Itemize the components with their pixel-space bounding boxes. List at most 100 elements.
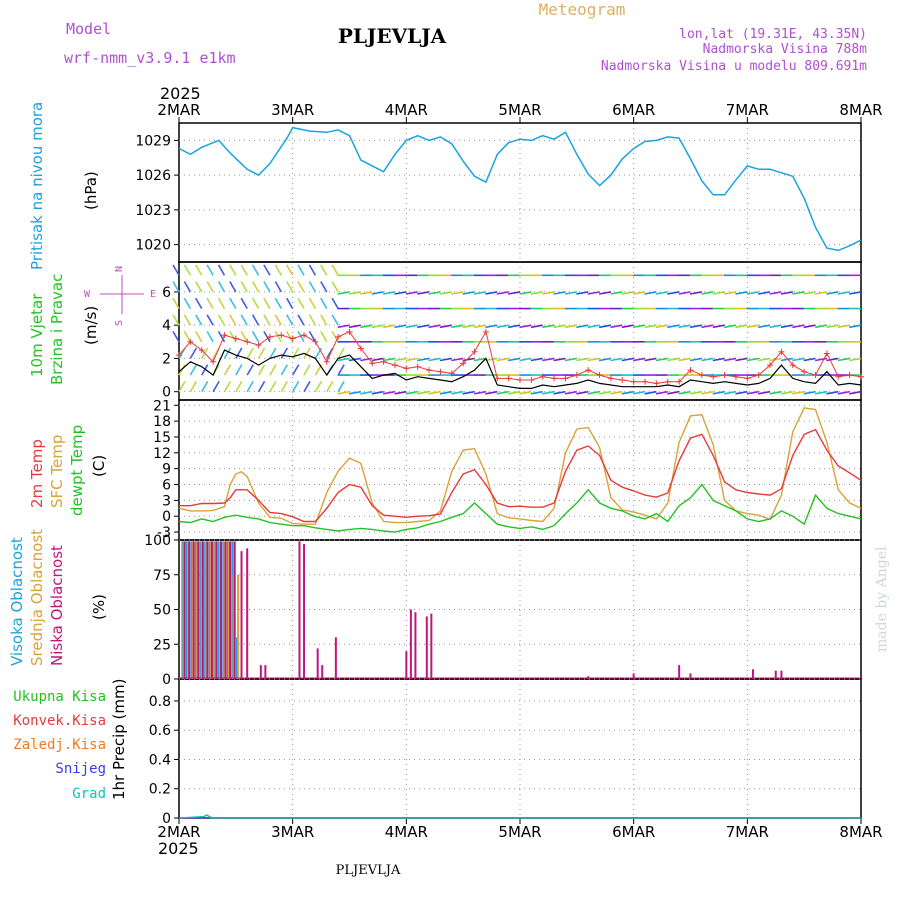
wind-barb bbox=[837, 390, 850, 395]
meteogram-title: Meteogram bbox=[539, 0, 626, 19]
wind-barb bbox=[462, 390, 475, 395]
wind-barb bbox=[337, 291, 350, 295]
wind-barb bbox=[803, 390, 816, 395]
wind-barb bbox=[849, 324, 862, 329]
gust-marker bbox=[767, 362, 774, 369]
gust-marker bbox=[176, 352, 182, 359]
wind-barb bbox=[314, 380, 323, 393]
top-tick-label: 3MAR bbox=[271, 101, 314, 119]
wind-barb bbox=[473, 291, 487, 295]
wind-barb bbox=[633, 390, 646, 395]
gust-marker bbox=[391, 362, 398, 369]
pressure-line bbox=[178, 126, 862, 252]
wind-barb bbox=[814, 291, 828, 295]
wind-barb bbox=[576, 291, 589, 295]
wind-barb bbox=[451, 390, 464, 395]
wind-barb bbox=[587, 291, 600, 295]
gust-marker bbox=[289, 335, 296, 342]
wind-barb bbox=[542, 357, 555, 362]
wind-ytick-label: 0 bbox=[162, 385, 171, 401]
wind-barb bbox=[655, 324, 668, 329]
gust-marker bbox=[721, 372, 728, 379]
wind-barb bbox=[814, 357, 828, 362]
wind-unit: (m/s) bbox=[82, 306, 100, 345]
cloud-series bbox=[179, 541, 861, 679]
wind-barb bbox=[746, 291, 759, 295]
wind-barb bbox=[308, 264, 317, 276]
wind-barb bbox=[439, 291, 452, 295]
temp-side-labels: 2m Temp SFC Temp dewpt Temp (C) bbox=[28, 425, 108, 516]
wind-barb bbox=[263, 330, 271, 343]
wind-barb bbox=[553, 291, 566, 295]
gust-marker bbox=[823, 350, 830, 357]
wind-barb bbox=[792, 390, 805, 395]
temp-ytick-label: 21 bbox=[153, 398, 171, 414]
wind-barb bbox=[297, 264, 305, 276]
gust-marker bbox=[835, 373, 842, 380]
wind-barb bbox=[257, 347, 266, 359]
wind-barb bbox=[286, 314, 294, 326]
wind-barb bbox=[269, 380, 277, 393]
wind-barb bbox=[496, 324, 509, 329]
wind-barb bbox=[849, 390, 862, 395]
wind-barb bbox=[780, 390, 793, 395]
wind-barb bbox=[229, 281, 237, 293]
wind-barb bbox=[172, 331, 180, 343]
wind-barb bbox=[229, 330, 237, 343]
wind-barb bbox=[564, 324, 577, 329]
gust-marker bbox=[471, 348, 478, 355]
wind-barb bbox=[530, 324, 543, 329]
wind-barb bbox=[564, 291, 577, 295]
gust-marker bbox=[801, 368, 808, 375]
time-ticks-bottom: 2MAR 3MAR 4MAR 5MAR 6MAR 7MAR 8MAR bbox=[157, 818, 883, 841]
wind-barb bbox=[263, 281, 271, 293]
gust-marker bbox=[187, 338, 194, 345]
wind-barb bbox=[348, 291, 362, 295]
wind-barb bbox=[183, 331, 192, 343]
wind-barb bbox=[320, 314, 328, 326]
cloud-title-1: Visoka Oblacnost bbox=[8, 537, 26, 666]
wind-barb bbox=[360, 390, 373, 395]
wind-barb bbox=[405, 390, 418, 395]
wind-barb bbox=[689, 357, 703, 362]
wind-barb bbox=[229, 314, 237, 326]
compass-n: N bbox=[114, 266, 125, 272]
cloud-side-labels: Visoka Oblacnost Srednja Oblacnost Niska… bbox=[8, 529, 108, 666]
wind-barb bbox=[320, 297, 328, 309]
wind-barb bbox=[667, 324, 680, 329]
gust-marker bbox=[414, 363, 421, 370]
pressure-ytick-label: 1023 bbox=[135, 203, 171, 219]
wind-barb bbox=[633, 291, 646, 295]
wind-barb bbox=[644, 390, 657, 395]
wind-barb bbox=[251, 297, 260, 309]
model-label: Model bbox=[66, 20, 111, 38]
compass-w: W bbox=[84, 289, 91, 300]
gust-marker bbox=[460, 360, 467, 367]
wind-barb bbox=[229, 297, 237, 309]
precip-ytick-label: 0.8 bbox=[149, 694, 171, 710]
precip-series bbox=[178, 814, 861, 819]
gust-marker bbox=[812, 372, 819, 379]
wind-barb bbox=[530, 390, 543, 395]
wind-barb bbox=[826, 390, 839, 395]
wind-barb bbox=[678, 357, 691, 362]
wind-barb bbox=[746, 357, 759, 362]
wind-barb bbox=[712, 291, 725, 295]
wind-barb bbox=[723, 291, 737, 295]
wind-barb bbox=[195, 264, 203, 276]
cloud-ytick-label: 100 bbox=[144, 533, 171, 549]
precip-legend-conv: Konvek.Kisa bbox=[13, 713, 106, 729]
wind-barb bbox=[229, 264, 237, 276]
temp-ytick-label: 0 bbox=[162, 509, 171, 525]
gust-marker bbox=[448, 370, 455, 377]
wind-barb bbox=[473, 390, 487, 395]
wind-barb bbox=[598, 324, 612, 329]
gust-marker bbox=[312, 338, 319, 345]
wind-barb bbox=[644, 291, 657, 295]
wind-barb bbox=[826, 357, 839, 362]
wind-barb bbox=[735, 357, 748, 362]
wind-barb bbox=[280, 364, 288, 376]
wind-barb bbox=[439, 390, 452, 395]
gust-marker bbox=[426, 367, 433, 374]
wind-barb bbox=[508, 357, 521, 362]
